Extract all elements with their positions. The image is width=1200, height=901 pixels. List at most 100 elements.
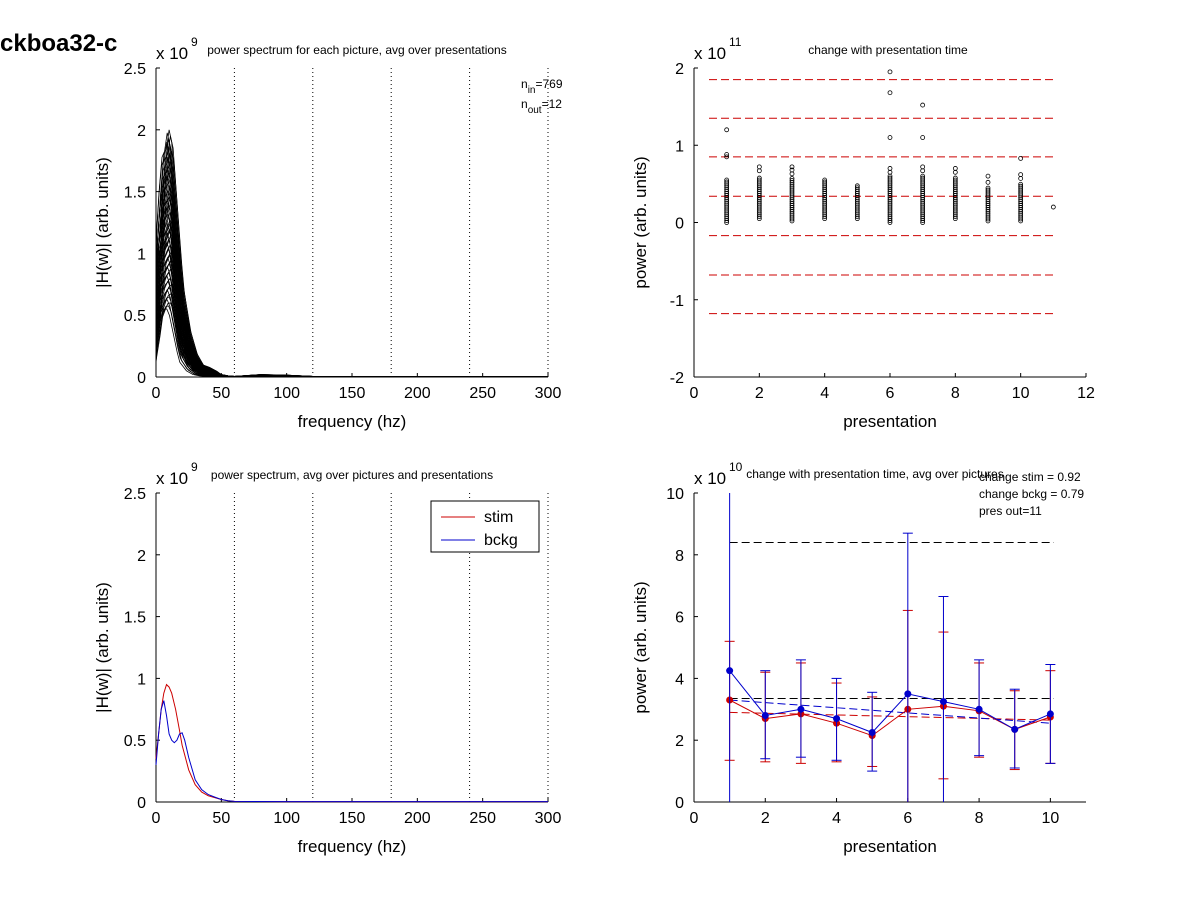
- x-tick-label: 4: [820, 385, 829, 402]
- scale-factor-base: x 10: [694, 44, 726, 63]
- outlier-point: [1018, 176, 1024, 181]
- spectrum-line: [155, 274, 548, 378]
- y-tick-label: -2: [670, 370, 684, 387]
- spectrum-line: [155, 234, 548, 378]
- y-tick-label: 8: [675, 548, 684, 565]
- scale-factor-base: x 10: [156, 44, 188, 63]
- x-tick-label: 0: [152, 810, 161, 827]
- spectrum-line: [155, 147, 548, 378]
- x-tick-label: 2: [761, 810, 770, 827]
- x-tick-label: 100: [273, 810, 300, 827]
- series-marker-bckg: [833, 715, 841, 723]
- y-tick-label: 0: [675, 795, 684, 812]
- outlier-point: [920, 135, 926, 140]
- outlier-point: [789, 171, 795, 177]
- legend-label-stim: stim: [484, 509, 513, 526]
- outlier-point: [887, 69, 893, 75]
- scale-factor-base: x 10: [694, 469, 726, 488]
- spectrum-line: [155, 154, 548, 378]
- x-tick-label: 250: [469, 385, 496, 402]
- spectrum-line: [155, 213, 548, 378]
- chart-title: power spectrum for each picture, avg ove…: [207, 43, 506, 57]
- spectrum-line: [155, 138, 548, 377]
- scale-factor-exponent: 9: [191, 460, 198, 474]
- series-marker-bckg: [726, 667, 734, 675]
- spectrum-line: [155, 181, 548, 378]
- y-tick-label: 10: [666, 486, 684, 503]
- x-tick-label: 4: [832, 810, 841, 827]
- outlier-point: [985, 173, 991, 179]
- y-tick-label: 2.5: [124, 61, 146, 78]
- x-tick-label: 6: [886, 385, 895, 402]
- y-tick-label: 2: [137, 123, 146, 140]
- x-axis-label: frequency (hz): [298, 837, 407, 856]
- x-tick-label: 50: [212, 385, 230, 402]
- outlier-point: [789, 164, 795, 170]
- series-line-stim: [729, 699, 1051, 737]
- outlier-point: [756, 164, 762, 170]
- scale-factor-exponent: 9: [191, 35, 198, 49]
- change-annotation: change bckg = 0.79: [979, 487, 1084, 501]
- outlier-point: [724, 154, 730, 160]
- y-tick-label: 0: [675, 216, 684, 233]
- data-point: [985, 187, 991, 193]
- spectrum-line: [155, 293, 548, 378]
- y-tick-label: 2: [137, 548, 146, 565]
- data-point: [952, 175, 958, 181]
- outlier-point: [920, 164, 926, 170]
- data-point: [985, 185, 991, 191]
- series-marker-bckg: [1011, 725, 1019, 733]
- outlier-point: [724, 152, 730, 157]
- outlier-point: [887, 90, 893, 96]
- outlier-point: [920, 168, 926, 174]
- legend-box: [430, 500, 540, 553]
- spectrum-line: [155, 163, 548, 378]
- y-tick-label: 0.5: [124, 308, 146, 325]
- series-line-bckg: [155, 700, 548, 803]
- annotation-subscript: out: [528, 105, 542, 116]
- figure-label: ckboa32-c: [0, 30, 118, 57]
- spectrum-line: [155, 250, 548, 378]
- series-marker-bckg: [797, 705, 805, 713]
- chart-1: 0 50 100 150 200 250 300 0 0.5 1 1.5 2 2.5 frequency …: [93, 35, 563, 431]
- data-point: [724, 179, 730, 185]
- change-annotation: pres out=11: [979, 504, 1042, 518]
- spectrum-line: [155, 135, 548, 377]
- x-tick-label: 10: [1041, 810, 1059, 827]
- spectrum-line: [155, 207, 548, 378]
- x-tick-label: 2: [755, 385, 764, 402]
- y-tick-label: 1: [137, 246, 146, 263]
- series-marker-bckg: [939, 698, 947, 706]
- chart-title: power spectrum, avg over pictures and pr…: [211, 468, 493, 482]
- data-point: [952, 177, 958, 183]
- annotation-base: n: [521, 97, 528, 111]
- spectrum-line: [155, 205, 548, 378]
- x-tick-label: 12: [1077, 385, 1095, 402]
- data-point: [822, 177, 828, 183]
- series-marker-bckg: [975, 705, 983, 713]
- data-point: [887, 175, 893, 181]
- spectrum-line: [155, 299, 548, 378]
- y-tick-label: 0: [137, 370, 146, 387]
- x-tick-label: 100: [273, 385, 300, 402]
- x-tick-label: 50: [212, 810, 230, 827]
- spectrum-line: [155, 240, 548, 378]
- y-tick-label: 4: [675, 671, 684, 688]
- spectrum-line: [155, 151, 548, 378]
- x-tick-label: 8: [975, 810, 984, 827]
- x-tick-label: 200: [404, 385, 431, 402]
- data-point: [822, 179, 828, 185]
- spectrum-line: [155, 231, 548, 378]
- annotation-value: =12: [542, 97, 563, 111]
- spectrum-line: [155, 210, 548, 378]
- x-tick-label: 8: [951, 385, 960, 402]
- outlier-point: [724, 127, 730, 133]
- spectrum-line: [155, 262, 548, 378]
- spectrum-line: [155, 184, 548, 378]
- annotation-base: n: [521, 77, 528, 91]
- series-line-bckg: [729, 670, 1051, 734]
- spectrum-line: [155, 308, 548, 378]
- outlier-point: [920, 102, 926, 108]
- spectrum-line: [155, 256, 548, 378]
